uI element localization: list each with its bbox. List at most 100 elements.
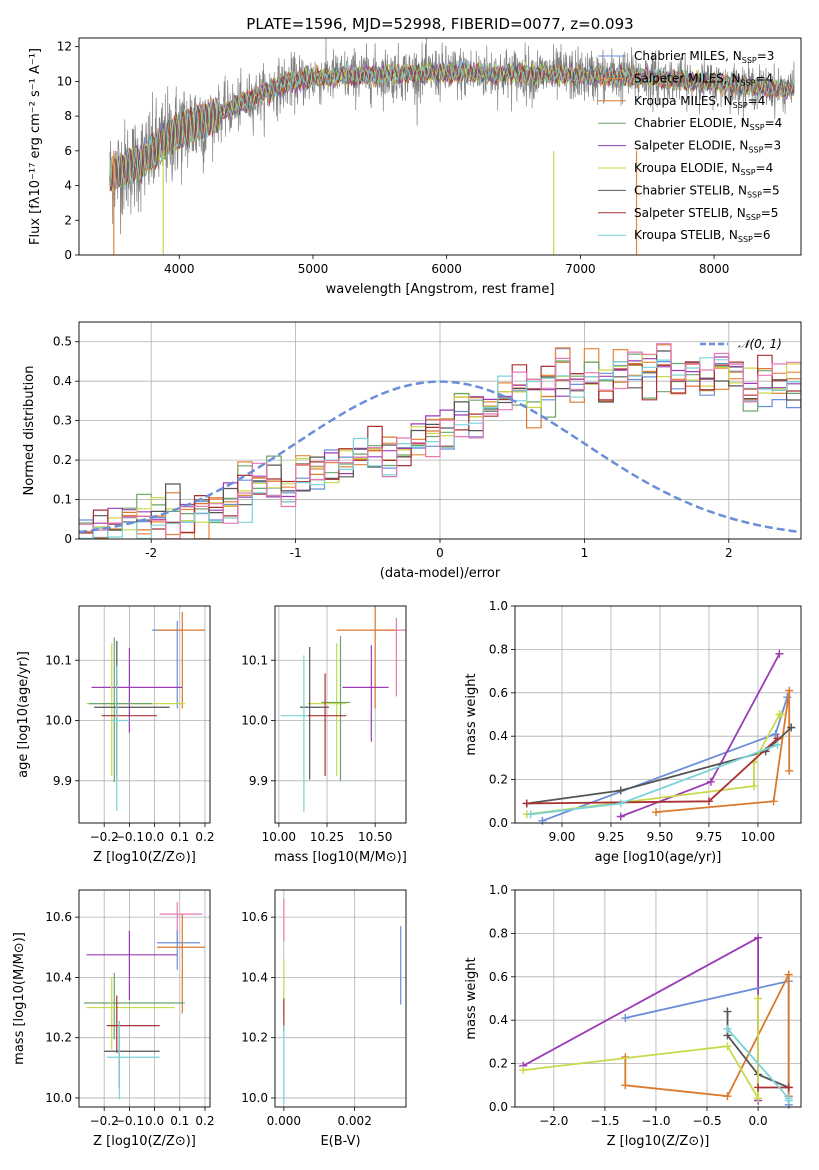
mass_vs_ebv-plot-area bbox=[283, 899, 402, 1104]
mass_vs_ebv-xlabel: E(B-V) bbox=[320, 1134, 360, 1149]
y-tick-label: 10.0 bbox=[45, 1091, 72, 1105]
y-tick-label: 0.4 bbox=[489, 729, 508, 743]
weight-point-marker bbox=[723, 1007, 732, 1016]
x-tick-label: 9.50 bbox=[647, 830, 674, 844]
y-tick-label: 0 bbox=[64, 248, 72, 262]
weight_vs_Z-plot-area bbox=[519, 933, 793, 1109]
weight-series-line bbox=[655, 690, 791, 813]
x-tick-label: 0.002 bbox=[337, 1114, 371, 1128]
y-tick-label: 9.9 bbox=[249, 774, 268, 788]
model-spectrum-line bbox=[109, 62, 795, 191]
x-tick-label: 6000 bbox=[431, 262, 462, 276]
x-tick-label: -1 bbox=[290, 546, 302, 560]
weight-point-marker bbox=[706, 777, 715, 786]
x-tick-label: −0.2 bbox=[90, 830, 119, 844]
mass_vs_Z-xlabel: Z [log10(Z/Z⊙)] bbox=[93, 1134, 196, 1149]
spectrum-axes: 4000 5000 6000 7000 8000 0 2 4 6 8 10 12 bbox=[57, 40, 730, 276]
model-spectrum-line bbox=[109, 63, 795, 191]
y-tick-label: 10.0 bbox=[45, 714, 72, 728]
age_vs_mass-frame bbox=[274, 605, 407, 824]
y-tick-label: 10.2 bbox=[241, 1031, 268, 1045]
x-tick-label: 9.25 bbox=[598, 830, 625, 844]
age_vs_Z-xlabel: Z [log10(Z/Z⊙)] bbox=[93, 850, 196, 865]
y-tick-label: 10 bbox=[57, 74, 72, 88]
x-tick-label: 9.75 bbox=[696, 830, 723, 844]
weight-point-marker bbox=[773, 740, 782, 749]
age_vs_Z-frame bbox=[78, 605, 211, 824]
age_vs_Z-axes: −0.2−0.1 0.0 0.1 0.2 9.9 10.0 10.1 bbox=[45, 606, 215, 844]
legend-label: Kroupa ELODIE, NSSP=4 bbox=[634, 161, 773, 177]
x-tick-label: 0.000 bbox=[267, 1114, 301, 1128]
weight_vs_Z-frame bbox=[514, 889, 802, 1108]
legend-label: Salpeter ELODIE, NSSP=3 bbox=[634, 139, 781, 155]
weight-series-line bbox=[522, 936, 759, 1101]
weight-point-marker bbox=[519, 1066, 528, 1075]
legend-label: Chabrier STELIB, NSSP=5 bbox=[634, 183, 780, 199]
x-tick-label: 0.0 bbox=[749, 1114, 768, 1128]
legend-label: 𝒩(0, 1) bbox=[738, 337, 782, 351]
legend-label: Kroupa STELIB, NSSP=6 bbox=[634, 228, 771, 244]
x-tick-label: 1 bbox=[581, 546, 589, 560]
weight-point-marker bbox=[754, 1094, 763, 1103]
age_vs_mass-plot-area bbox=[280, 606, 406, 813]
mass_vs_Z-ylabel: mass [log10(M/M⊙)] bbox=[12, 932, 27, 1065]
model-spectrum-line bbox=[109, 62, 795, 189]
legend-label: Kroupa MILES, NSSP=4 bbox=[634, 94, 765, 110]
histogram-step bbox=[79, 354, 801, 534]
weight-point-marker bbox=[784, 970, 793, 979]
legend-label: Chabrier ELODIE, NSSP=4 bbox=[634, 116, 782, 132]
weight-point-marker bbox=[749, 782, 758, 791]
weight_vs_Z-ylabel: mass weight bbox=[464, 957, 479, 1039]
weight-point-marker bbox=[616, 799, 625, 808]
y-tick-label: 0.4 bbox=[53, 374, 72, 388]
y-tick-label: 0.0 bbox=[489, 1100, 508, 1114]
weight_vs_age-xlabel: age [log10(age/yr)] bbox=[595, 850, 722, 865]
mass_vs_ebv-axes: 0.000 0.002 10.0 10.2 10.4 10.6 bbox=[241, 890, 406, 1128]
weight-series-line bbox=[526, 713, 782, 816]
model-spectrum-line bbox=[109, 60, 795, 190]
weight-point-marker bbox=[704, 797, 713, 806]
y-tick-label: 0.2 bbox=[53, 453, 72, 467]
spectrum-frame bbox=[78, 37, 802, 256]
y-tick-label: 0.8 bbox=[489, 642, 508, 656]
mass_vs_ebv-frame bbox=[274, 889, 407, 1108]
x-tick-label: 0.1 bbox=[170, 830, 189, 844]
weight-point-marker bbox=[777, 710, 786, 719]
weight-point-marker bbox=[621, 1014, 630, 1023]
y-tick-label: 4 bbox=[64, 179, 72, 193]
y-tick-label: 1.0 bbox=[489, 599, 508, 613]
x-tick-label: −0.1 bbox=[115, 1114, 144, 1128]
weight-series-line bbox=[526, 726, 792, 805]
figure-title: PLATE=1596, MJD=52998, FIBERID=0077, z=0… bbox=[246, 15, 633, 33]
y-tick-label: 10.0 bbox=[241, 714, 268, 728]
x-tick-label: 5000 bbox=[298, 262, 329, 276]
weight_vs_age-plot-area bbox=[522, 649, 796, 825]
residuals-plot-area bbox=[79, 343, 801, 539]
x-tick-label: −1.0 bbox=[641, 1114, 670, 1128]
weight-point-marker bbox=[787, 723, 796, 732]
y-tick-label: 0.5 bbox=[53, 335, 72, 349]
x-tick-label: 0.2 bbox=[195, 830, 214, 844]
gaussian-curve bbox=[79, 380, 799, 534]
weight-point-marker bbox=[652, 808, 661, 817]
weight_vs_age-ylabel: mass weight bbox=[464, 673, 479, 755]
weight-point-marker bbox=[723, 1042, 732, 1051]
y-tick-label: 10.4 bbox=[45, 970, 72, 984]
y-tick-label: 10.6 bbox=[45, 910, 72, 924]
y-tick-label: 0.4 bbox=[489, 1013, 508, 1027]
x-tick-label: 9.00 bbox=[549, 830, 576, 844]
weight-point-marker bbox=[769, 797, 778, 806]
x-tick-label: 2 bbox=[725, 546, 733, 560]
x-tick-label: 4000 bbox=[164, 262, 195, 276]
weight-point-marker bbox=[775, 649, 784, 658]
x-tick-label: −0.2 bbox=[90, 1114, 119, 1128]
mass_vs_Z-axes: −0.2−0.1 0.0 0.1 0.2 10.0 10.2 10.4 10.6 bbox=[45, 890, 215, 1128]
age_vs_Z-plot-area bbox=[86, 612, 205, 811]
spectrum-plot-area bbox=[109, 38, 795, 255]
y-tick-label: 0 bbox=[64, 532, 72, 546]
x-tick-label: 0.0 bbox=[145, 1114, 164, 1128]
y-tick-label: 0.6 bbox=[489, 970, 508, 984]
weight-point-marker bbox=[785, 766, 794, 775]
x-tick-label: −1.5 bbox=[590, 1114, 619, 1128]
